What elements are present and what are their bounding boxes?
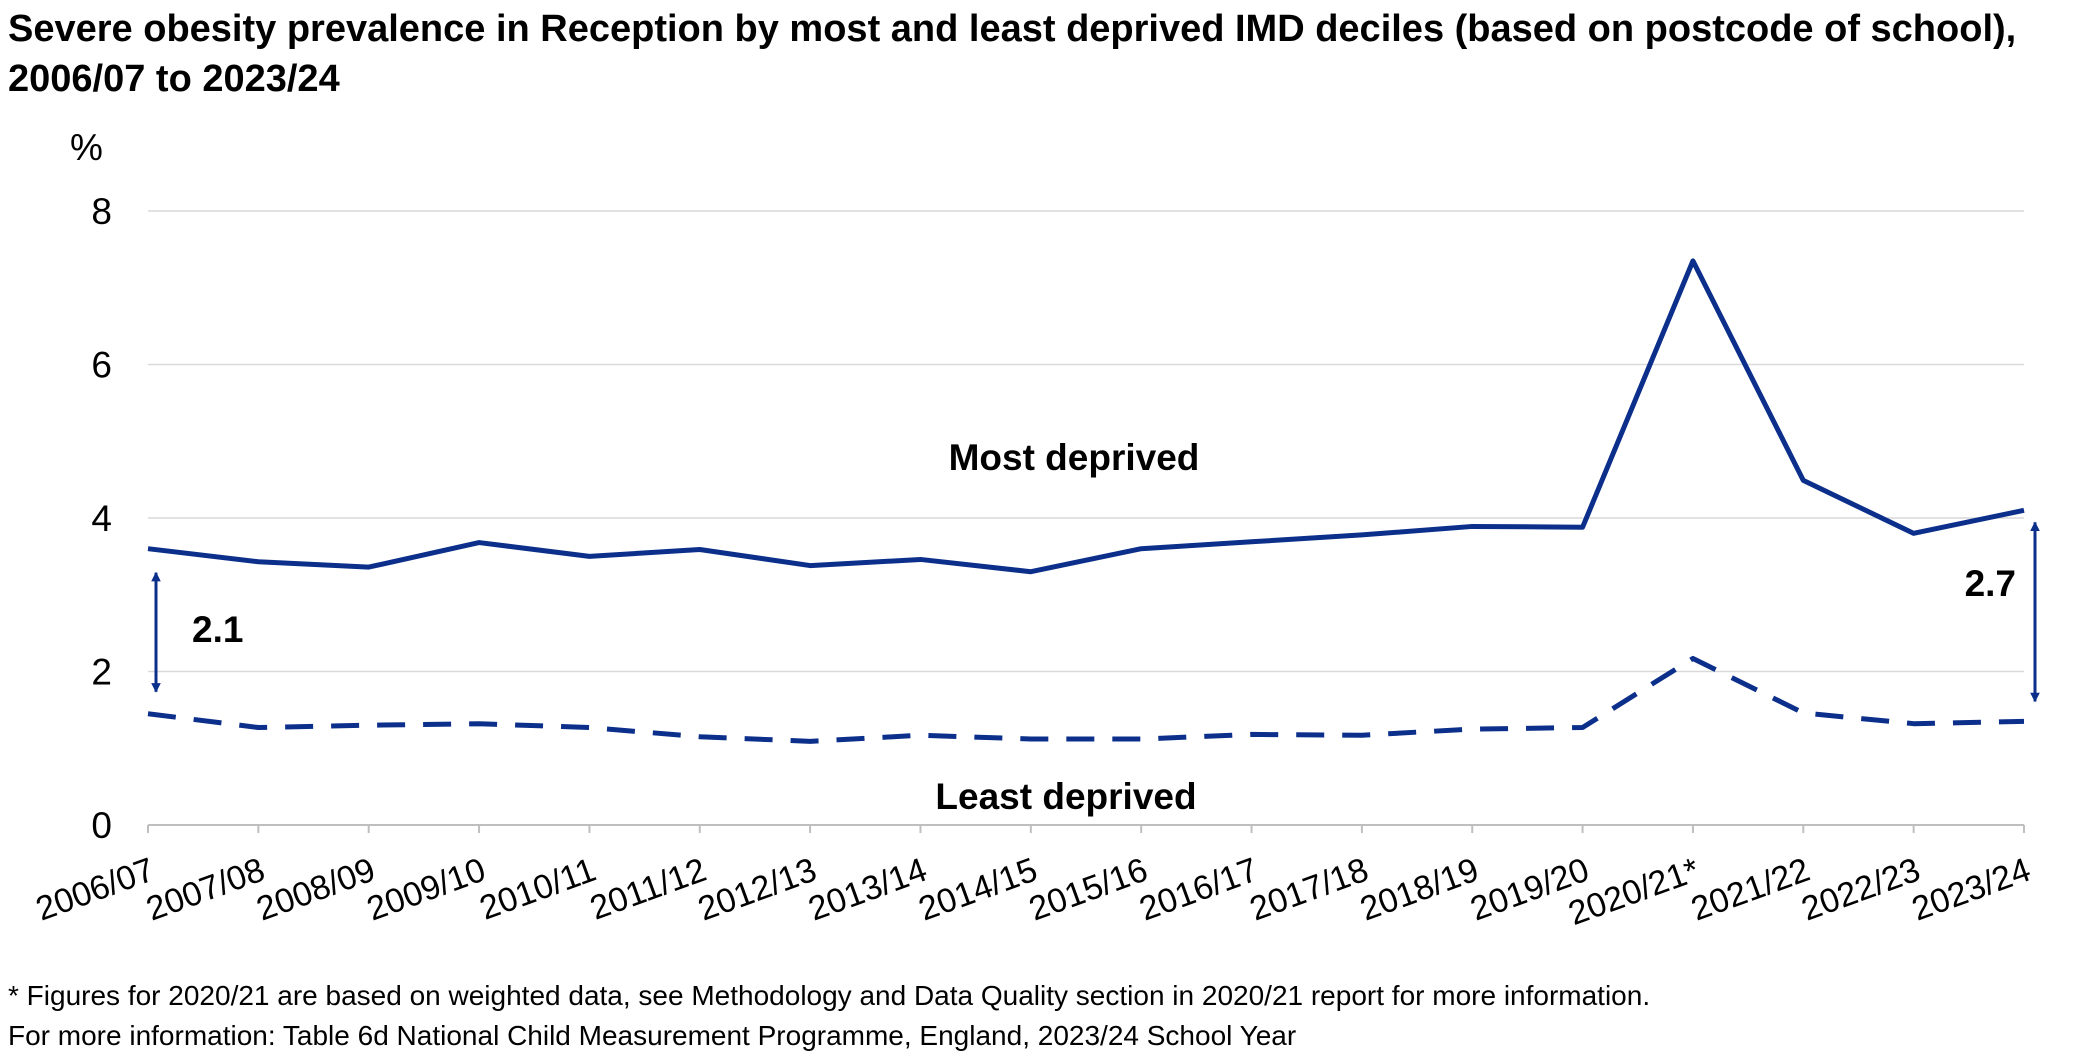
x-tick-label: 2012/13	[693, 851, 821, 929]
x-tick-label: 2015/16	[1024, 851, 1152, 929]
data-point-most-deprived	[476, 540, 482, 546]
gridlines	[148, 210, 2024, 673]
data-point-most-deprived	[1359, 532, 1365, 538]
data-point-most-deprived	[145, 546, 151, 552]
data-point-least-deprived	[697, 734, 703, 740]
data-point-most-deprived	[255, 559, 261, 565]
x-tick-label: 2008/09	[252, 851, 380, 929]
data-point-least-deprived	[1800, 710, 1806, 716]
data-point-least-deprived	[1580, 725, 1586, 731]
x-tick-label: 2007/08	[141, 851, 269, 929]
series-label-least-deprived: Least deprived	[935, 776, 1196, 817]
data-point-least-deprived	[1911, 721, 1917, 727]
data-point-least-deprived	[1028, 736, 1034, 742]
data-point-most-deprived	[366, 564, 372, 570]
x-tick-label: 2010/11	[475, 851, 601, 928]
x-tick-label: 2006/07	[31, 851, 159, 929]
data-point-most-deprived	[807, 563, 813, 569]
y-tick-label: 0	[91, 805, 112, 846]
data-point-least-deprived	[586, 725, 592, 731]
x-tick-label: 2021/22	[1686, 851, 1814, 929]
data-point-most-deprived	[1690, 258, 1696, 264]
data-point-most-deprived	[1138, 546, 1144, 552]
x-tick-label: 2016/17	[1134, 851, 1262, 929]
data-point-least-deprived	[917, 732, 923, 738]
data-point-least-deprived	[145, 711, 151, 717]
data-point-most-deprived	[697, 546, 703, 552]
y-tick-label: 6	[91, 345, 112, 386]
gap-label-2006-07: 2.1	[192, 609, 243, 650]
data-point-least-deprived	[1138, 736, 1144, 742]
x-tick-label: 2011/12	[585, 851, 711, 928]
series-group	[145, 258, 2027, 744]
data-point-most-deprived	[917, 556, 923, 562]
data-point-most-deprived	[586, 553, 592, 559]
data-point-most-deprived	[1911, 530, 1917, 536]
x-tick-label: 2013/14	[803, 851, 931, 929]
x-tick-label: 2022/23	[1797, 851, 1925, 929]
series-label-most-deprived: Most deprived	[949, 437, 1200, 478]
data-point-least-deprived	[1249, 731, 1255, 737]
data-point-least-deprived	[1469, 726, 1475, 732]
data-point-most-deprived	[1249, 539, 1255, 545]
data-point-most-deprived	[1469, 523, 1475, 529]
data-point-least-deprived	[807, 738, 813, 744]
y-tick-label: 2	[91, 652, 112, 693]
data-point-least-deprived	[366, 722, 372, 728]
footnote-weighted-data: * Figures for 2020/21 are based on weigh…	[8, 980, 1651, 1011]
chart-title: Severe obesity prevalence in Reception b…	[8, 8, 2017, 100]
footnote-source: For more information: Table 6d National …	[8, 1020, 1297, 1051]
x-tick-label: 2018/19	[1355, 851, 1483, 929]
x-axis: 2006/072007/082008/092009/102010/112011/…	[31, 824, 2035, 933]
annotations: Most deprived Least deprived 2.1 2.7	[151, 437, 2040, 817]
gap-label-2023-24: 2.7	[1965, 563, 2016, 604]
y-axis: % 0 2 4 6 8	[70, 127, 112, 846]
data-point-least-deprived	[2021, 718, 2027, 724]
y-tick-label: 8	[91, 191, 112, 232]
y-axis-unit-label: %	[70, 127, 103, 168]
data-point-most-deprived	[1028, 569, 1034, 575]
data-point-most-deprived	[2021, 507, 2027, 513]
x-tick-label: 2009/10	[362, 851, 490, 929]
x-tick-label: 2017/18	[1245, 851, 1373, 929]
series-line-most-deprived	[147, 258, 2025, 575]
data-point-most-deprived	[1800, 477, 1806, 483]
data-point-least-deprived	[476, 721, 482, 727]
data-point-least-deprived	[1359, 732, 1365, 738]
data-point-least-deprived	[255, 725, 261, 731]
y-tick-label: 4	[91, 498, 112, 539]
x-tick-label: 2014/15	[914, 851, 1042, 929]
data-point-most-deprived	[1580, 524, 1586, 530]
x-tick-label: 2023/24	[1907, 851, 2035, 929]
data-point-least-deprived	[1690, 655, 1696, 661]
series-line-least-deprived	[147, 655, 2025, 744]
